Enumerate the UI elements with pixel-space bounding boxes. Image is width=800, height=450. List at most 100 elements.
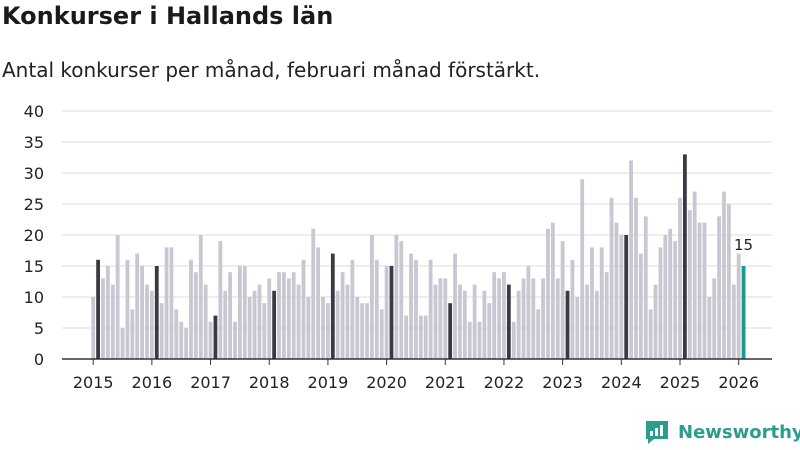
bar — [502, 272, 506, 359]
bar — [629, 160, 633, 359]
bar — [418, 315, 423, 359]
bar — [668, 228, 673, 359]
bar — [472, 284, 477, 359]
y-tick-label: 20 — [24, 226, 44, 245]
x-tick-label: 2023 — [542, 373, 583, 392]
x-tick-label: 2018 — [249, 373, 290, 392]
x-tick-label: 2015 — [73, 373, 114, 392]
bar — [560, 241, 565, 359]
bar — [687, 210, 692, 359]
x-tick-label: 2025 — [660, 373, 701, 392]
bar — [575, 297, 580, 359]
bar — [262, 303, 267, 359]
bar — [316, 247, 321, 359]
bar — [96, 259, 100, 359]
bar — [433, 284, 438, 359]
bar — [110, 284, 115, 359]
bar — [174, 309, 179, 359]
bar — [707, 297, 712, 359]
bar — [267, 278, 272, 359]
y-tick-label: 30 — [24, 164, 44, 183]
bar — [673, 241, 678, 359]
bar — [506, 284, 511, 359]
bar — [531, 278, 536, 359]
bar — [414, 259, 418, 359]
bar — [389, 266, 394, 359]
bar — [282, 272, 286, 359]
bar — [370, 235, 374, 359]
x-tick-label: 2022 — [484, 373, 525, 392]
bar — [404, 315, 409, 359]
bar — [492, 272, 497, 359]
bar — [130, 309, 135, 359]
bar — [658, 247, 663, 359]
bar — [727, 204, 731, 359]
bar — [91, 297, 96, 359]
bar — [409, 253, 413, 359]
bar — [458, 284, 462, 359]
y-tick-label: 35 — [24, 133, 44, 152]
bar — [482, 290, 487, 359]
bar — [487, 303, 492, 359]
bar — [301, 259, 306, 359]
y-tick-label: 15 — [24, 257, 44, 276]
bar — [428, 259, 433, 359]
newsworthy-logo-icon — [646, 421, 668, 444]
bar — [140, 266, 144, 359]
bar — [213, 315, 218, 359]
bar — [233, 321, 237, 359]
bar — [624, 235, 629, 359]
bar — [164, 247, 169, 359]
chart-title: Konkurser i Hallands län — [2, 2, 334, 30]
chart-subtitle: Antal konkurser per månad, februari måna… — [2, 58, 541, 82]
bar — [521, 278, 526, 359]
bar — [120, 328, 125, 359]
bar — [159, 303, 164, 359]
bar — [497, 278, 501, 359]
bar — [511, 321, 516, 359]
x-tick-label: 2016 — [132, 373, 173, 392]
bar — [448, 303, 453, 359]
bar — [179, 321, 184, 359]
bar — [731, 284, 736, 359]
bar — [321, 297, 325, 359]
last-value-label: 15 — [734, 236, 753, 254]
bar — [223, 290, 228, 359]
bar — [555, 278, 560, 359]
bar — [242, 266, 247, 359]
bar — [345, 284, 350, 359]
bar — [565, 290, 570, 359]
bar — [218, 241, 223, 359]
bar — [355, 297, 360, 359]
bar — [516, 290, 521, 359]
bar — [462, 290, 467, 359]
bar — [678, 197, 682, 359]
bar — [135, 253, 140, 359]
bar — [350, 259, 355, 359]
bar — [365, 303, 369, 359]
bar — [145, 284, 149, 359]
x-tick-label: 2024 — [601, 373, 642, 392]
bar — [604, 272, 609, 359]
bar — [335, 290, 340, 359]
x-tick-label: 2021 — [425, 373, 466, 392]
bar — [580, 179, 585, 359]
bar — [453, 253, 457, 359]
bar — [653, 284, 658, 359]
bar — [736, 253, 741, 359]
bar — [203, 284, 208, 359]
bar — [149, 290, 154, 359]
bar — [663, 235, 668, 359]
bar — [634, 197, 638, 359]
x-tick-label: 2017 — [190, 373, 231, 392]
bar — [101, 278, 105, 359]
y-tick-label: 25 — [24, 195, 44, 214]
bar — [399, 241, 404, 359]
bar — [374, 259, 379, 359]
bar — [394, 235, 399, 359]
bar — [712, 278, 717, 359]
bar — [536, 309, 541, 359]
bar — [340, 272, 345, 359]
bar — [585, 284, 589, 359]
